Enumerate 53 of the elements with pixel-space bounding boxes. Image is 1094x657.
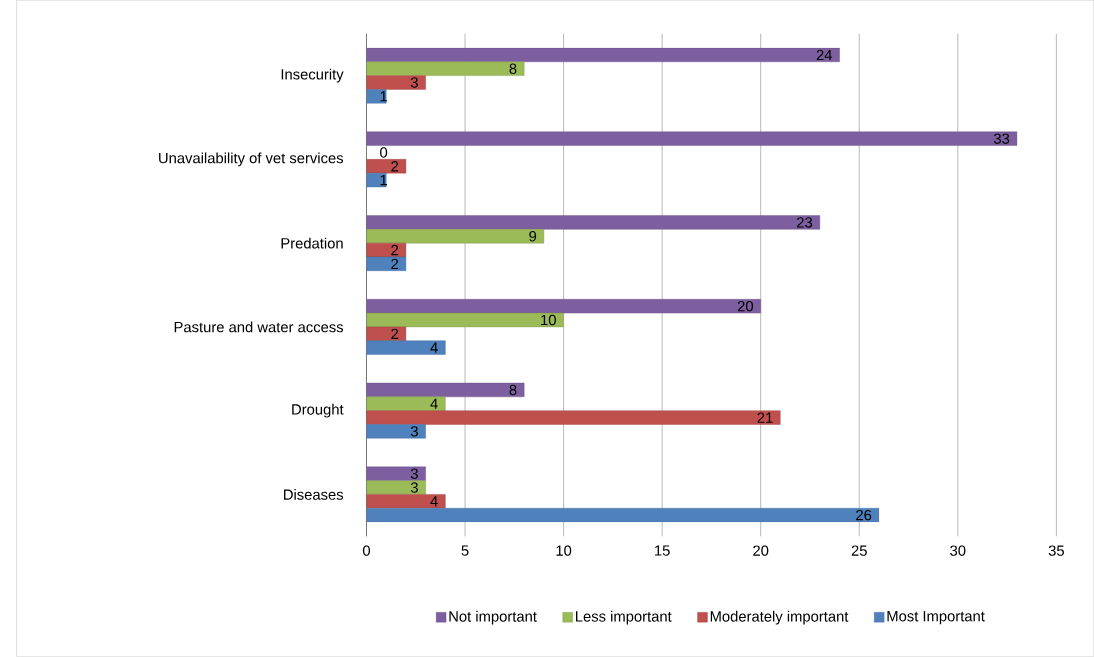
bar xyxy=(366,61,525,76)
data-label: 3 xyxy=(410,468,418,480)
bar xyxy=(366,131,1018,146)
data-label: 4 xyxy=(430,398,438,409)
legend-label: Most Important xyxy=(887,611,985,625)
data-label: 23 xyxy=(797,217,813,228)
x-tick-label: 0 xyxy=(362,545,371,556)
data-label: 3 xyxy=(410,77,418,88)
y-tick-label: Insecurity xyxy=(281,68,344,83)
data-label: 2 xyxy=(391,161,399,172)
bar xyxy=(366,410,781,425)
legend-label: Less important xyxy=(576,610,672,625)
x-tick-label: 20 xyxy=(753,545,769,556)
y-tick-label: Pasture and water access xyxy=(174,321,344,333)
data-label: 33 xyxy=(993,133,1010,145)
data-label: 4 xyxy=(430,342,438,353)
data-label: 8 xyxy=(509,63,517,75)
data-label: 0 xyxy=(380,147,388,158)
bar xyxy=(366,494,446,509)
data-label: 1 xyxy=(380,175,387,186)
data-label: 9 xyxy=(529,231,537,242)
data-label: 21 xyxy=(757,412,773,423)
x-tick-label: 35 xyxy=(1048,545,1064,556)
y-tick-label: Unavailability of vet services xyxy=(159,152,344,167)
data-label: 2 xyxy=(391,258,399,270)
y-tick-label: Predation xyxy=(281,237,343,249)
data-label: 10 xyxy=(541,314,556,326)
data-label: 2 xyxy=(391,244,399,256)
data-label: 3 xyxy=(410,482,418,493)
data-label: 3 xyxy=(410,426,418,437)
data-label: 8 xyxy=(509,384,517,396)
y-tick-label: Diseases xyxy=(284,489,344,500)
data-label: 26 xyxy=(856,510,872,521)
bar xyxy=(366,173,387,188)
legend-label: Not important xyxy=(449,610,537,625)
y-tick-label: Drought xyxy=(292,403,344,418)
x-tick-label: 30 xyxy=(950,545,966,556)
x-tick-label: 5 xyxy=(461,545,469,556)
data-label: 20 xyxy=(737,301,754,312)
x-tick-label: 10 xyxy=(556,545,572,556)
data-label: 2 xyxy=(391,328,399,340)
data-label: 4 xyxy=(430,496,438,507)
data-label: 1 xyxy=(380,91,387,102)
bar xyxy=(366,256,407,272)
bar xyxy=(366,508,880,523)
bar xyxy=(366,215,821,230)
bar xyxy=(366,424,426,439)
legend-label: Moderately important xyxy=(710,610,849,625)
data-label: 24 xyxy=(816,49,833,61)
x-tick-label: 15 xyxy=(655,545,670,556)
bar xyxy=(366,89,387,104)
x-tick-label: 25 xyxy=(851,545,867,556)
bar xyxy=(366,340,446,355)
